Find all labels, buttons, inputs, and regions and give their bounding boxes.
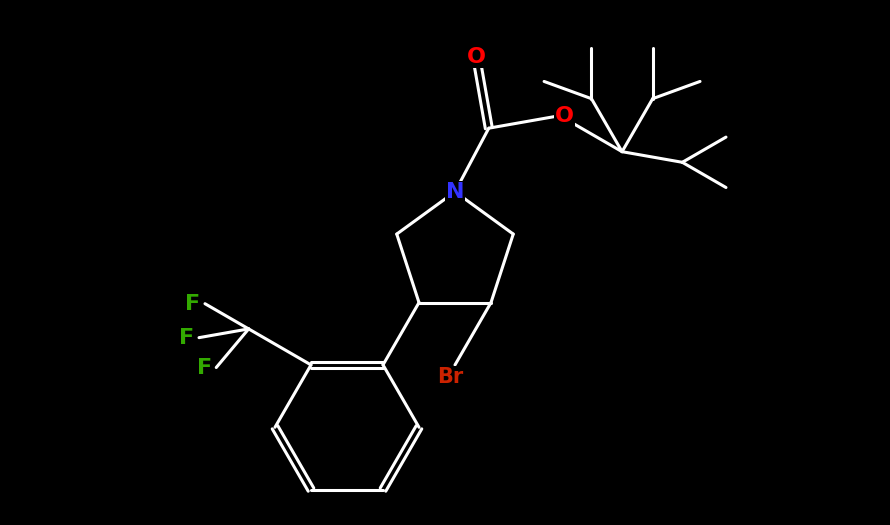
Text: Br: Br (437, 367, 463, 387)
Text: F: F (197, 358, 212, 377)
Text: F: F (180, 328, 195, 348)
Text: O: O (466, 47, 486, 67)
Text: N: N (446, 182, 465, 202)
Text: O: O (555, 106, 574, 125)
Text: F: F (185, 293, 200, 314)
